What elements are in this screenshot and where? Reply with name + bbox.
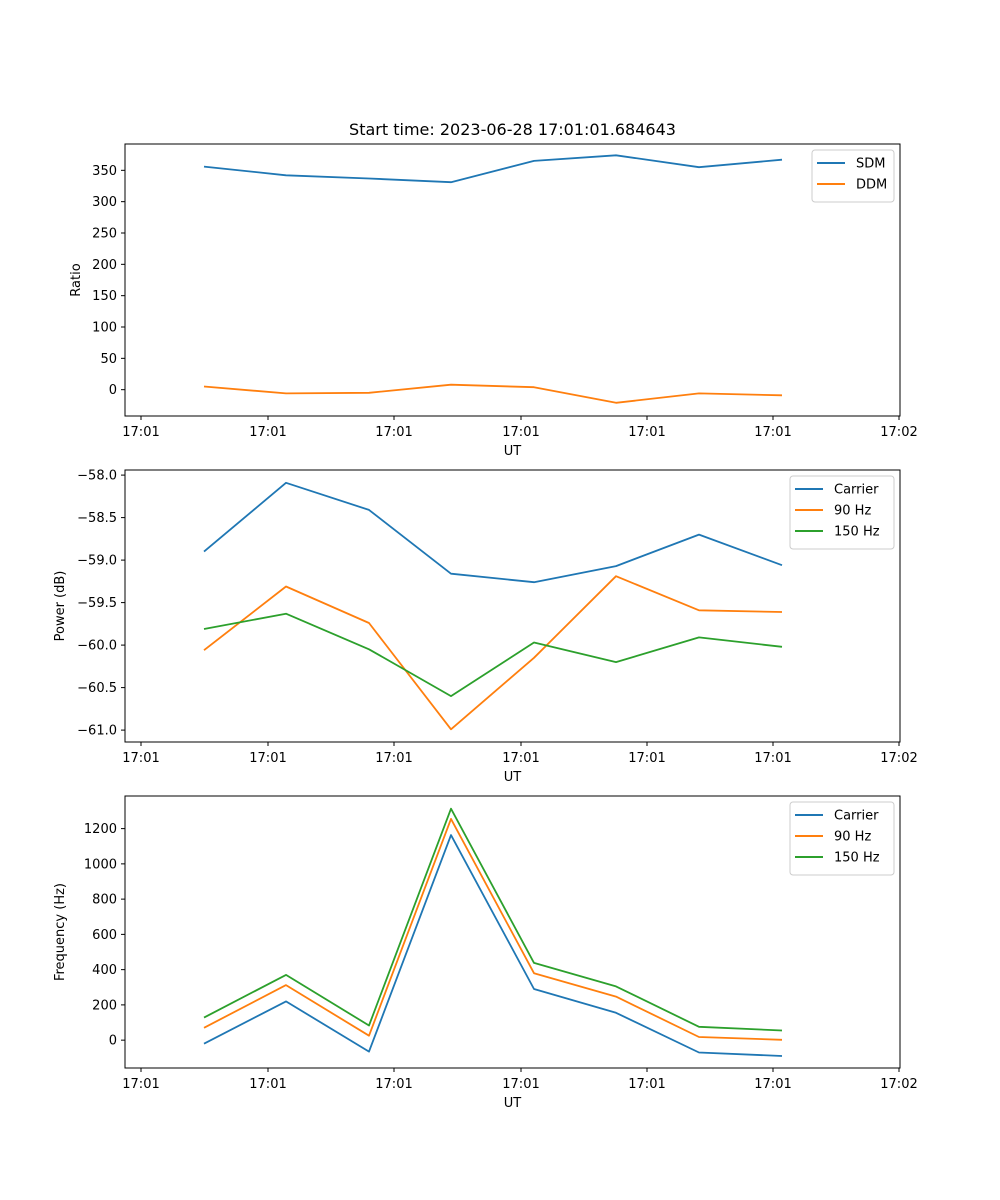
x-tick-label: 17:01 [249,1077,286,1092]
series-line-150-hz [203,807,783,1032]
chart-panel-2: 17:01 17:01 17:01 17:01 17:01 17:01 17:02 UT −61… [53,469,918,785]
series-line-90-hz [203,575,783,731]
y-tick-label: −58.5 [77,511,117,526]
legend: Carrier 90 Hz 150 Hz [789,475,895,550]
x-axis-label: UT [504,770,522,785]
y-tick-label: 50 [100,352,117,367]
axes-frame [124,469,901,743]
legend-entry: 90 Hz [834,830,871,845]
y-tick-label: 800 [92,893,117,908]
y-tick-label: −58.0 [77,469,117,484]
y-axis-label: Ratio [69,263,84,296]
x-tick-label: 17:01 [375,751,412,766]
y-axis-label: Power (dB) [53,571,68,642]
x-tick-label: 17:01 [122,751,159,766]
x-tick-label: 17:01 [628,425,665,440]
y-tick-label: 400 [92,963,117,978]
x-tick-label: 17:01 [754,1077,791,1092]
series-line-150-hz [203,612,783,697]
legend-entry: DDM [856,178,887,193]
series-line-carrier [203,834,783,1057]
axes-frame [124,143,901,417]
y-tick-label: 200 [92,998,117,1013]
x-tick-label: 17:01 [249,751,286,766]
chart-panel-3: 17:01 17:01 17:01 17:01 17:01 17:01 17:02 UT 0 20… [53,795,918,1111]
x-tick-label: 17:01 [375,1077,412,1092]
legend-entry: Carrier [834,809,879,824]
x-tick-label: 17:01 [375,425,412,440]
y-tick-label: 350 [92,164,117,179]
x-tick-label: 17:01 [502,425,539,440]
y-tick-label: 1000 [84,857,117,872]
y-tick-label: −59.0 [77,554,117,569]
x-tick-label: 17:01 [122,425,159,440]
y-tick-label: 0 [109,383,117,398]
legend-entry: 150 Hz [834,525,880,540]
y-tick-label: 300 [92,195,117,210]
legend-entry: 90 Hz [834,504,871,519]
y-tick-label: 600 [92,928,117,943]
y-tick-label: 1200 [84,822,117,837]
series-line-sdm [203,154,783,184]
y-tick-label: −60.0 [77,639,117,654]
legend-entry: Carrier [834,483,879,498]
x-tick-label: 17:02 [880,425,917,440]
series-line-90-hz [203,818,783,1041]
legend-entry: SDM [856,157,885,172]
y-tick-label: −61.0 [77,724,117,739]
axes-frame [124,795,901,1069]
x-tick-label: 17:01 [628,1077,665,1092]
y-tick-label: 100 [92,321,117,336]
legend-entry: 150 Hz [834,851,880,866]
y-tick-label: −60.5 [77,681,117,696]
y-tick-label: 250 [92,226,117,241]
x-tick-label: 17:01 [502,1077,539,1092]
x-axis-label: UT [504,1096,522,1111]
legend: SDM DDM [811,149,895,203]
x-tick-label: 17:01 [502,751,539,766]
y-tick-label: 200 [92,258,117,273]
x-tick-label: 17:01 [628,751,665,766]
x-tick-label: 17:01 [754,425,791,440]
y-axis-label: Frequency (Hz) [53,883,68,981]
x-tick-label: 17:02 [880,751,917,766]
x-axis-label: UT [504,444,522,459]
chart-title: Start time: 2023-06-28 17:01:01.684643 [349,120,676,139]
x-tick-label: 17:02 [880,1077,917,1092]
legend: Carrier 90 Hz 150 Hz [789,801,895,876]
y-tick-label: 0 [109,1034,117,1049]
x-tick-label: 17:01 [754,751,791,766]
x-tick-label: 17:01 [122,1077,159,1092]
series-line-ddm [203,383,783,404]
chart-panel-1: Start time: 2023-06-28 17:01:01.684643 17… [69,120,918,459]
series-line-carrier [203,481,783,584]
x-tick-label: 17:01 [249,425,286,440]
y-tick-label: 150 [92,289,117,304]
y-tick-label: −59.5 [77,596,117,611]
